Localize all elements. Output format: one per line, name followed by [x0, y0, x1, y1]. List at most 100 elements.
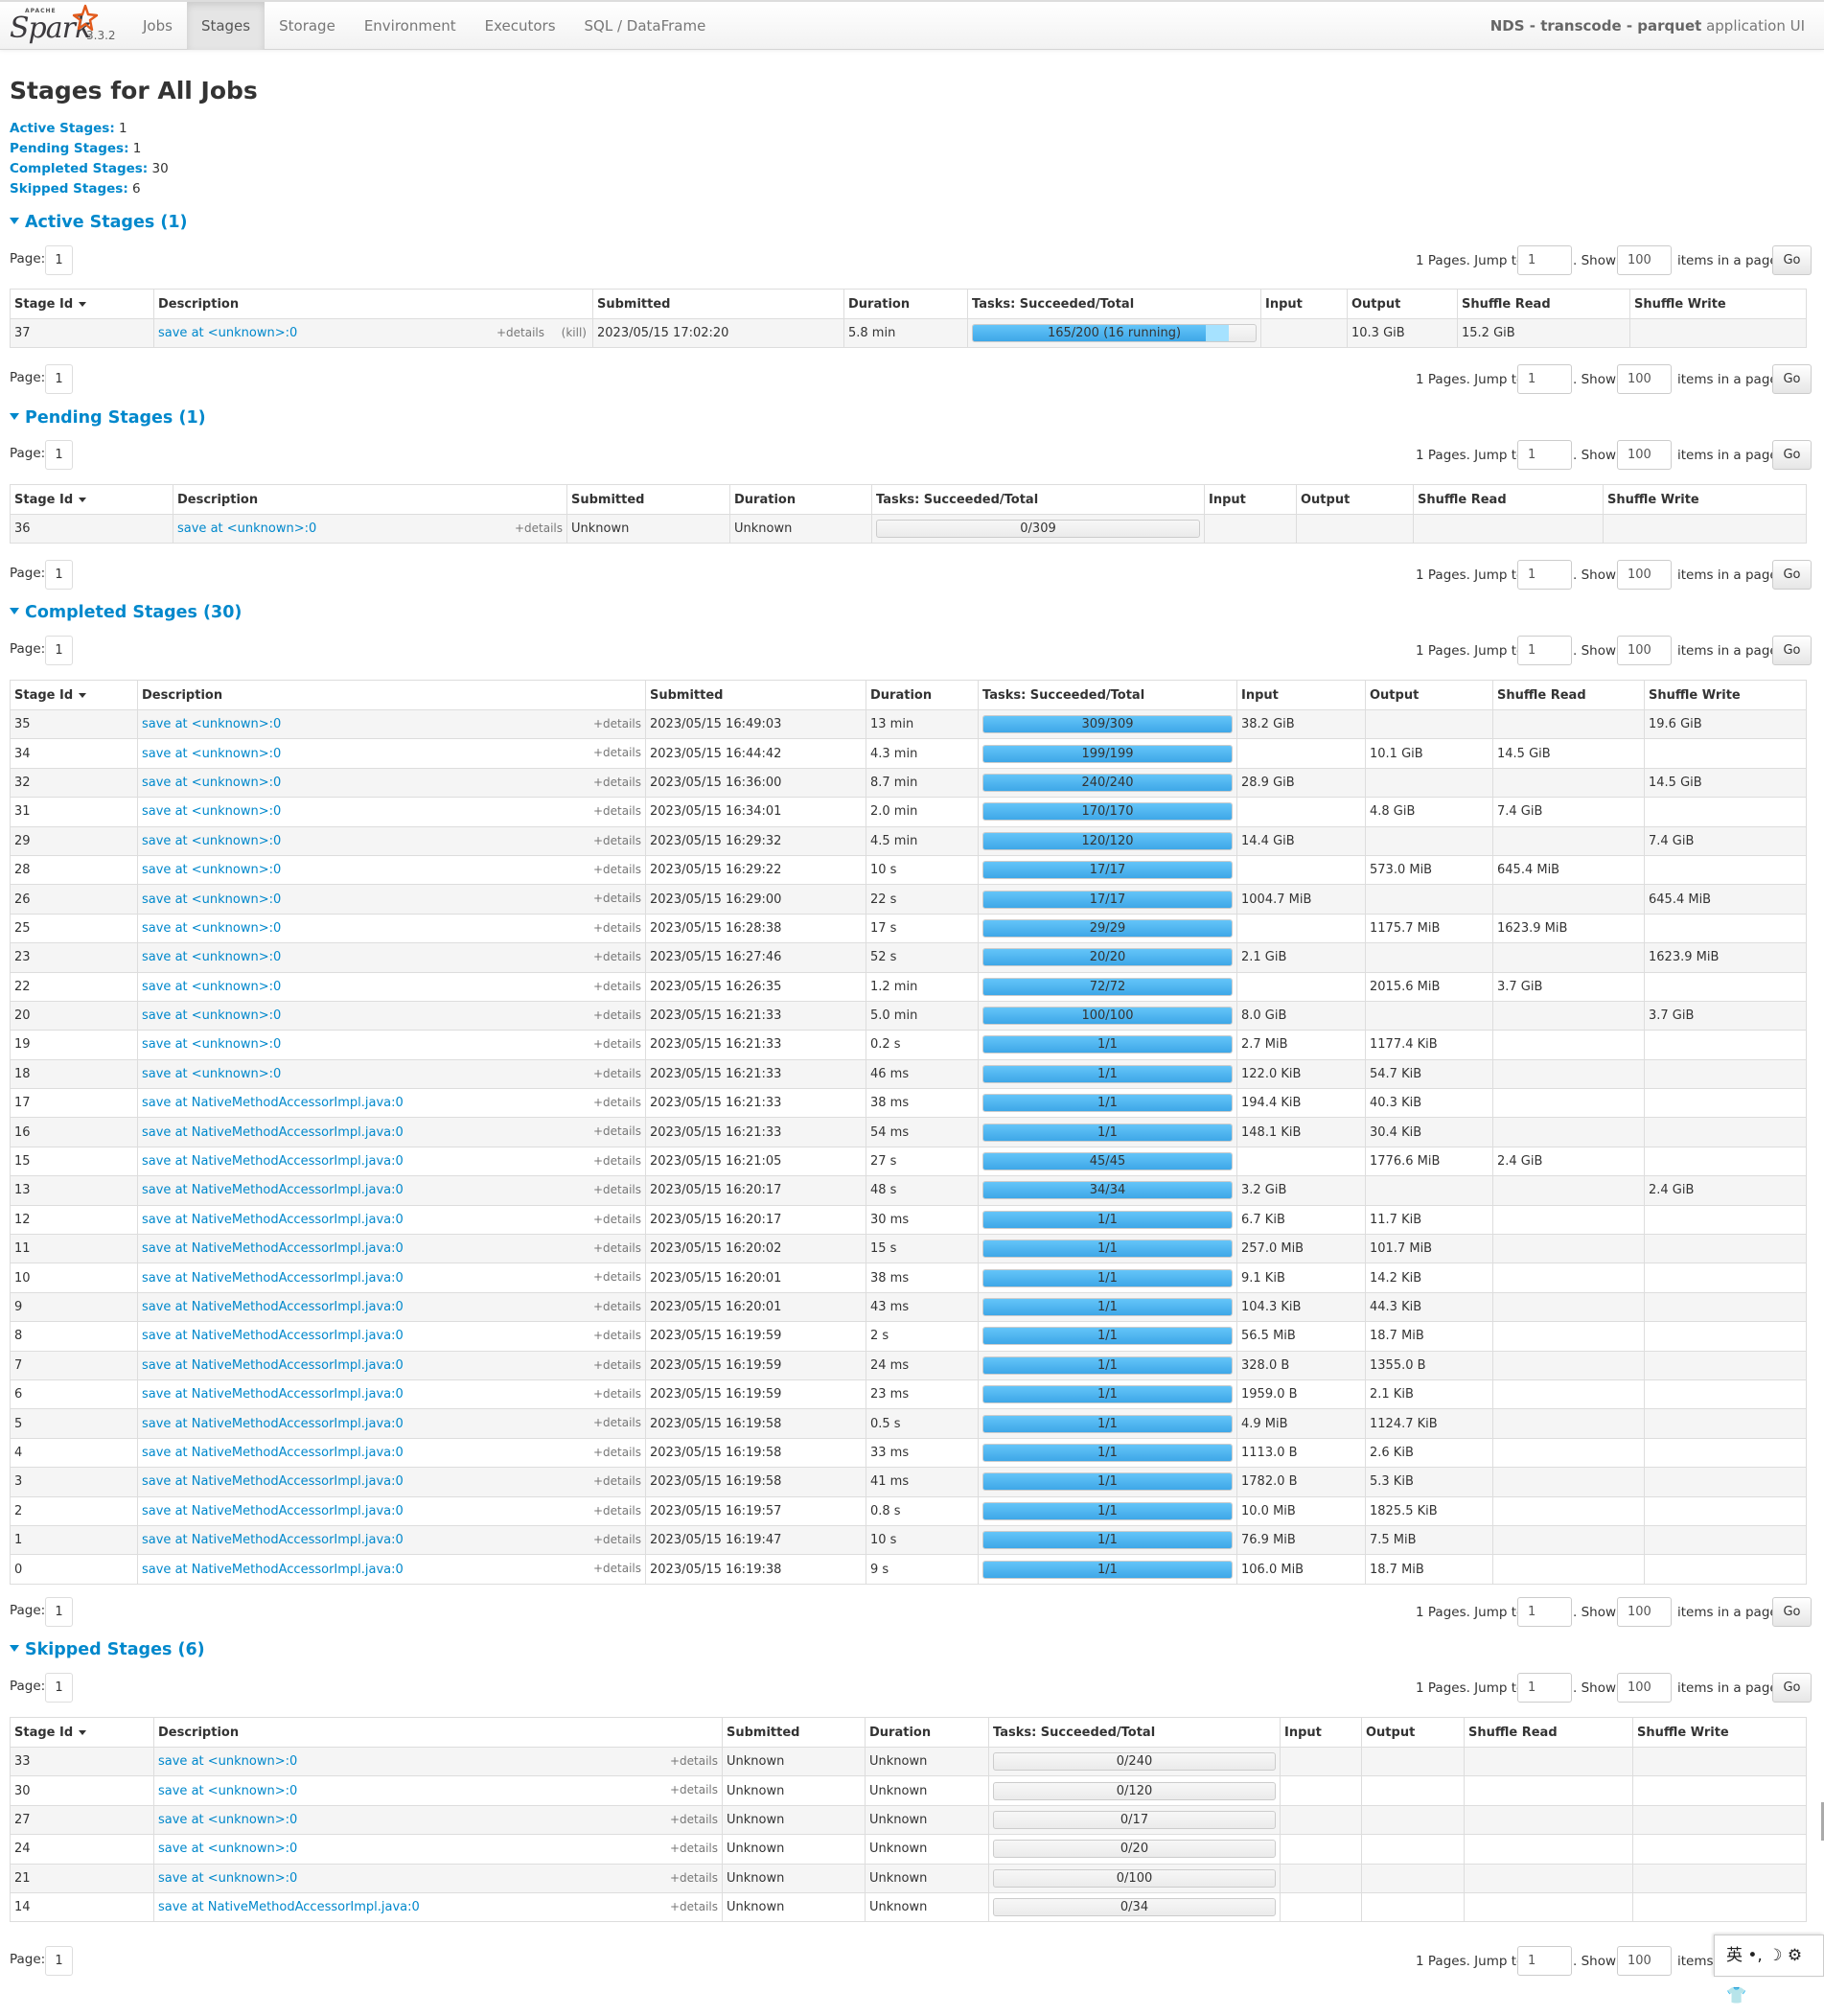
column-header-output[interactable]: Output [1347, 289, 1458, 319]
stage-description-link[interactable]: save at NativeMethodAccessorImpl.java:0 [142, 1329, 404, 1344]
page-size-input[interactable]: 100 [1617, 1597, 1672, 1627]
section-title-completed[interactable]: Completed Stages (30) [10, 603, 242, 622]
details-toggle[interactable]: +details [592, 1212, 641, 1226]
stage-description-link[interactable]: save at <unknown>:0 [142, 746, 282, 761]
stage-description-link[interactable]: save at NativeMethodAccessorImpl.java:0 [142, 1124, 404, 1140]
column-header-swrite[interactable]: Shuffle Write [1644, 680, 1807, 710]
column-header-output[interactable]: Output [1296, 484, 1414, 515]
column-header-duration[interactable]: Duration [729, 484, 872, 515]
details-toggle[interactable]: +details [592, 775, 641, 789]
details-toggle[interactable]: +details [669, 1812, 718, 1826]
page-number-button[interactable]: 1 [45, 560, 73, 590]
column-header-sread[interactable]: Shuffle Read [1457, 289, 1630, 319]
details-toggle[interactable]: +details [592, 1329, 641, 1343]
column-header-submitted[interactable]: Submitted [592, 289, 844, 319]
page-size-input[interactable]: 100 [1617, 560, 1672, 590]
stage-description-link[interactable]: save at NativeMethodAccessorImpl.java:0 [142, 1562, 404, 1577]
details-toggle[interactable]: +details [592, 1008, 641, 1022]
page-size-input[interactable]: 100 [1617, 1673, 1672, 1703]
page-number-button[interactable]: 1 [45, 1597, 73, 1627]
column-header-submitted[interactable]: Submitted [566, 484, 730, 515]
details-toggle[interactable]: +details [669, 1899, 718, 1913]
stage-description-link[interactable]: save at <unknown>:0 [158, 1812, 298, 1827]
kill-stage-link[interactable]: (kill) [561, 326, 587, 339]
stage-description-link[interactable]: save at NativeMethodAccessorImpl.java:0 [158, 1900, 420, 1915]
stage-description-link[interactable]: save at <unknown>:0 [142, 1066, 282, 1081]
column-header-swrite[interactable]: Shuffle Write [1603, 484, 1807, 515]
page-number-button[interactable]: 1 [45, 245, 73, 275]
ime-toolbar[interactable]: 英 •, ☽ ⚙ 👕 [1714, 1935, 1824, 2005]
column-header-duration[interactable]: Duration [843, 289, 968, 319]
column-header-id[interactable]: Stage Id [10, 1717, 154, 1748]
section-title-skipped[interactable]: Skipped Stages (6) [10, 1640, 205, 1659]
details-toggle[interactable]: +details [592, 1124, 641, 1139]
details-toggle[interactable]: +details [592, 1503, 641, 1518]
column-header-sread[interactable]: Shuffle Read [1492, 680, 1645, 710]
jump-to-page-input[interactable]: 1 [1517, 440, 1572, 470]
page-size-input[interactable]: 100 [1617, 636, 1672, 665]
page-number-button[interactable]: 1 [45, 1946, 73, 1976]
column-header-desc[interactable]: Description [153, 289, 593, 319]
jump-to-page-input[interactable]: 1 [1517, 636, 1572, 665]
details-toggle[interactable]: +details [592, 1416, 641, 1430]
go-button[interactable]: Go [1772, 560, 1812, 590]
jump-to-page-input[interactable]: 1 [1517, 1597, 1572, 1627]
column-header-id[interactable]: Stage Id [10, 289, 154, 319]
section-title-active[interactable]: Active Stages (1) [10, 213, 188, 232]
stage-description-link[interactable]: save at <unknown>:0 [142, 1008, 282, 1024]
details-toggle[interactable]: +details [592, 804, 641, 819]
column-header-id[interactable]: Stage Id [10, 680, 138, 710]
details-toggle[interactable]: +details [496, 326, 544, 339]
column-header-sread[interactable]: Shuffle Read [1464, 1717, 1633, 1748]
details-toggle[interactable]: +details [592, 1183, 641, 1197]
details-toggle[interactable]: +details [592, 1096, 641, 1110]
stage-description-link[interactable]: save at NativeMethodAccessorImpl.java:0 [142, 1503, 404, 1518]
column-header-desc[interactable]: Description [137, 680, 646, 710]
column-header-input[interactable]: Input [1204, 484, 1297, 515]
details-toggle[interactable]: +details [592, 1562, 641, 1576]
details-toggle[interactable]: +details [669, 1870, 718, 1885]
jump-to-page-input[interactable]: 1 [1517, 560, 1572, 590]
details-toggle[interactable]: +details [592, 1153, 641, 1168]
page-size-input[interactable]: 100 [1617, 440, 1672, 470]
stage-description-link[interactable]: save at NativeMethodAccessorImpl.java:0 [142, 1533, 404, 1548]
page-size-input[interactable]: 100 [1617, 1946, 1672, 1976]
details-toggle[interactable]: +details [592, 950, 641, 964]
stage-description-link[interactable]: save at <unknown>:0 [142, 950, 282, 965]
stage-description-link[interactable]: save at NativeMethodAccessorImpl.java:0 [142, 1183, 404, 1198]
summary-active-link[interactable]: Active Stages: [10, 121, 115, 136]
stage-description-link[interactable]: save at NativeMethodAccessorImpl.java:0 [142, 1357, 404, 1373]
column-header-tasks[interactable]: Tasks: Succeeded/Total [988, 1717, 1281, 1748]
details-toggle[interactable]: +details [592, 862, 641, 876]
page-number-button[interactable]: 1 [45, 1673, 73, 1703]
details-toggle[interactable]: +details [592, 746, 641, 760]
details-toggle[interactable]: +details [669, 1754, 718, 1768]
details-toggle[interactable]: +details [514, 521, 563, 535]
details-toggle[interactable]: +details [592, 1037, 641, 1052]
stage-description-link[interactable]: save at <unknown>:0 [142, 833, 282, 848]
column-header-output[interactable]: Output [1365, 680, 1493, 710]
stage-description-link[interactable]: save at NativeMethodAccessorImpl.java:0 [142, 1096, 404, 1111]
stage-description-link[interactable]: save at NativeMethodAccessorImpl.java:0 [142, 1416, 404, 1431]
stage-description-link[interactable]: save at <unknown>:0 [177, 521, 317, 537]
stage-description-link[interactable]: save at NativeMethodAccessorImpl.java:0 [142, 1474, 404, 1490]
details-toggle[interactable]: +details [592, 1386, 641, 1401]
column-header-input[interactable]: Input [1280, 1717, 1362, 1748]
stage-description-link[interactable]: save at <unknown>:0 [142, 775, 282, 790]
stage-description-link[interactable]: save at <unknown>:0 [158, 1842, 298, 1857]
nav-tab-stages[interactable]: Stages [186, 2, 266, 50]
column-header-submitted[interactable]: Submitted [722, 1717, 866, 1748]
column-header-duration[interactable]: Duration [865, 1717, 989, 1748]
stage-description-link[interactable]: save at <unknown>:0 [142, 1037, 282, 1053]
stage-description-link[interactable]: save at <unknown>:0 [158, 326, 298, 341]
nav-tab-sql[interactable]: SQL / DataFrame [584, 17, 706, 35]
summary-pending-link[interactable]: Pending Stages: [10, 141, 129, 156]
go-button[interactable]: Go [1772, 1673, 1812, 1703]
stage-description-link[interactable]: save at <unknown>:0 [142, 920, 282, 936]
page-number-button[interactable]: 1 [45, 440, 73, 470]
go-button[interactable]: Go [1772, 245, 1812, 275]
nav-tab-environment[interactable]: Environment [363, 17, 456, 35]
details-toggle[interactable]: +details [592, 717, 641, 730]
go-button[interactable]: Go [1772, 636, 1812, 665]
details-toggle[interactable]: +details [592, 1299, 641, 1313]
